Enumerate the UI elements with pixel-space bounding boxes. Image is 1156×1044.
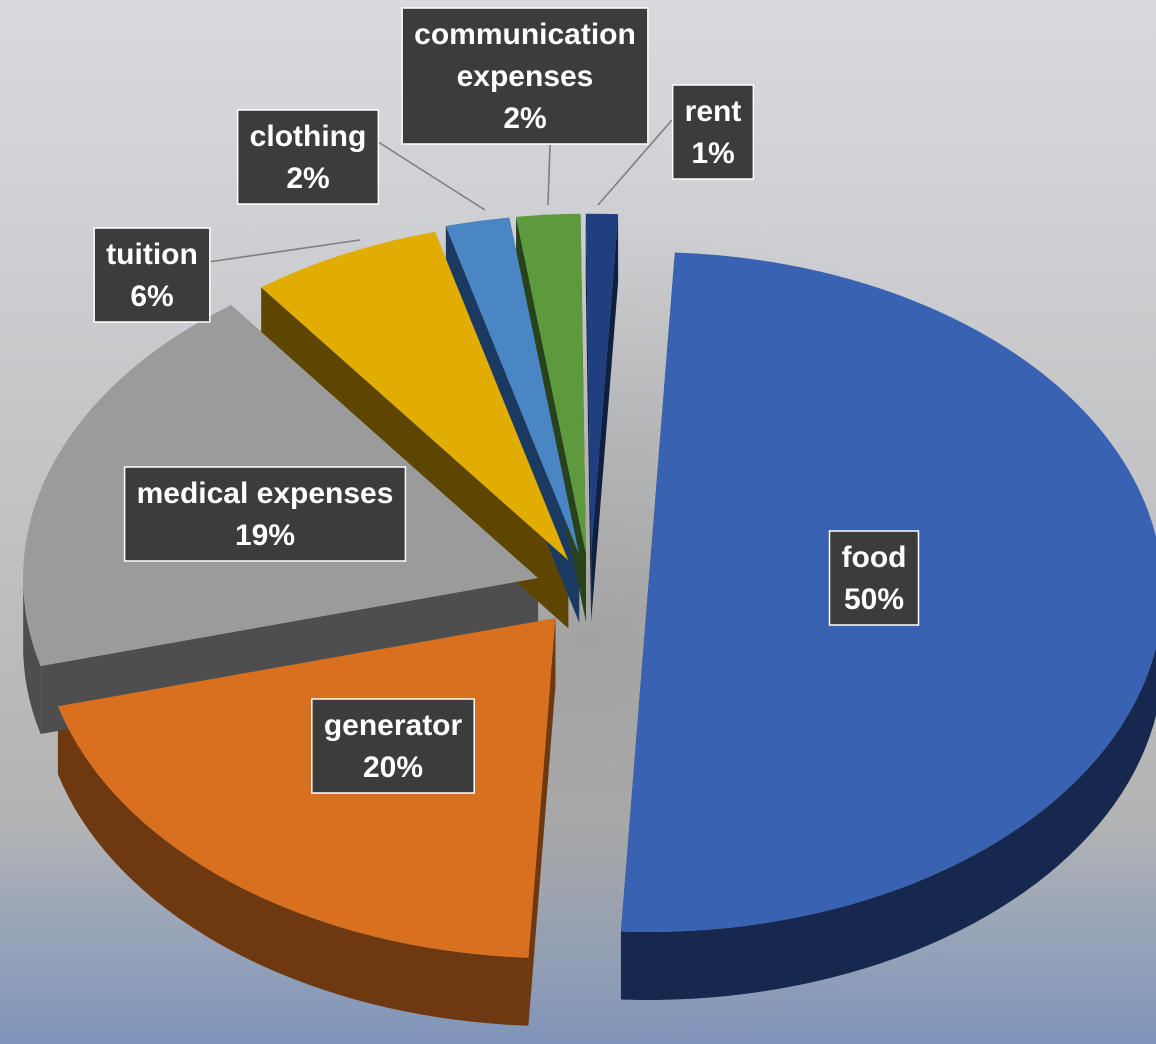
- leader-lines: [207, 119, 673, 263]
- data-label-value-0: 50%: [844, 583, 904, 616]
- leader-line-4: [374, 139, 486, 211]
- data-label-category-3: tuition: [106, 238, 198, 271]
- slice-side-6: [585, 213, 619, 622]
- data-label-4: clothing 2%: [236, 109, 380, 205]
- data-label-5: communication expenses 2%: [401, 7, 649, 145]
- leader-line-6: [597, 119, 673, 206]
- data-label-box-0: [828, 530, 920, 626]
- data-label-value-5: 2%: [503, 102, 546, 135]
- data-label-value-2: 19%: [235, 519, 295, 552]
- data-label-value-1: 20%: [363, 751, 423, 784]
- data-label-value-3: 6%: [130, 280, 173, 313]
- slice-rim-2: [23, 585, 41, 735]
- slice-face-6-1: [591, 214, 619, 622]
- slice-face-1-0: [528, 618, 556, 1026]
- data-label-category-0: food: [842, 541, 907, 574]
- slice-rim-0: [620, 647, 1156, 1000]
- data-label-box-6: [671, 84, 755, 180]
- data-label-category-5-1: expenses: [457, 60, 594, 93]
- slice-face-6-0: [585, 213, 592, 622]
- leader-line-3: [207, 239, 361, 263]
- slice-tuition: [261, 231, 569, 561]
- slice-rim-1: [57, 706, 529, 1026]
- slice-clothing: [445, 217, 580, 555]
- data-label-6: rent 1%: [671, 84, 755, 180]
- data-label-category-5-0: communication: [414, 18, 636, 51]
- data-label-box-1: [311, 698, 475, 794]
- data-label-box-3: [93, 227, 211, 323]
- data-label-3: tuition 6%: [93, 227, 211, 323]
- data-label-category-4: clothing: [250, 120, 367, 153]
- data-label-category-2: medical expenses: [137, 477, 394, 510]
- data-label-category-6: rent: [685, 95, 742, 128]
- slice-rent: [585, 213, 619, 554]
- data-label-box-2: [123, 466, 407, 562]
- slice-communication-expenses: [516, 213, 586, 554]
- data-label-1: generator 20%: [311, 698, 475, 794]
- data-label-value-4: 2%: [286, 162, 329, 195]
- data-label-box-5: [401, 7, 649, 145]
- data-label-0: food 50%: [828, 530, 920, 626]
- data-label-category-1: generator: [324, 709, 463, 742]
- data-labels: food 50% generator 20% medical expenses 19% tu…: [93, 7, 920, 794]
- leader-line-5: [547, 144, 551, 206]
- data-label-value-6: 1%: [691, 137, 734, 170]
- data-label-2: medical expenses 19%: [123, 466, 407, 562]
- data-label-box-4: [236, 109, 380, 205]
